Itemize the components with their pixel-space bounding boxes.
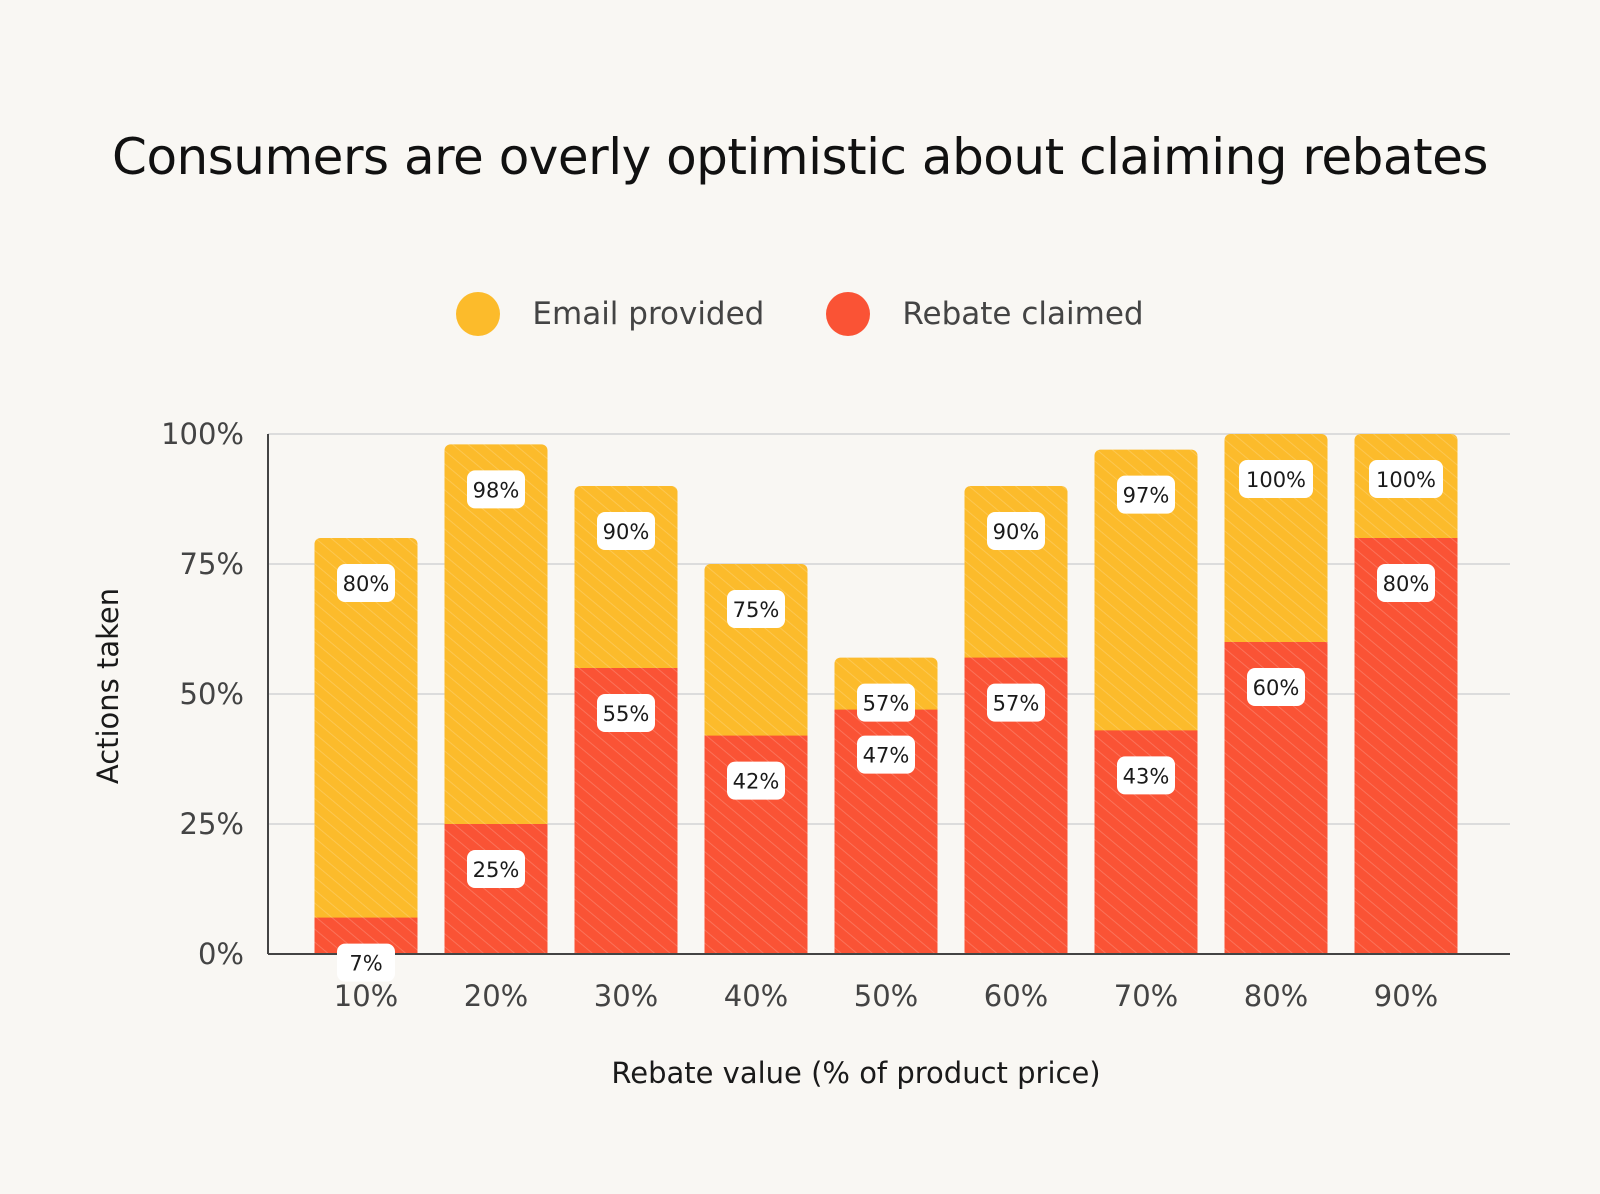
data-label-email-box bbox=[1117, 475, 1175, 514]
data-label-email-group: 57% bbox=[857, 683, 915, 722]
data-label-rebate: 47% bbox=[863, 744, 910, 768]
data-label-rebate-box bbox=[1247, 668, 1305, 706]
data-label-email-box bbox=[467, 470, 525, 509]
data-label-email-group: 80% bbox=[337, 564, 395, 602]
legend-swatch-rebate bbox=[826, 292, 871, 336]
y-tick-label: 100% bbox=[161, 417, 244, 451]
data-label-email: 100% bbox=[1376, 468, 1436, 492]
legend: Email provided Rebate claimed bbox=[0, 292, 1600, 336]
data-label-rebate: 57% bbox=[993, 692, 1040, 716]
data-label-email-group: 100% bbox=[1369, 460, 1443, 498]
data-label-rebate: 43% bbox=[1123, 764, 1170, 788]
bar-email-texture bbox=[314, 538, 418, 954]
data-label-rebate-group: 42% bbox=[727, 761, 785, 800]
y-tick-label: 25% bbox=[180, 807, 244, 841]
data-label-rebate-group: 7% bbox=[337, 943, 395, 982]
data-label-email-group: 90% bbox=[987, 512, 1045, 550]
chart-title: Consumers are overly optimistic about cl… bbox=[112, 128, 1488, 186]
y-axis-title: Actions taken bbox=[91, 588, 125, 784]
legend-swatch-email bbox=[456, 292, 501, 336]
data-label-rebate: 42% bbox=[733, 770, 780, 794]
legend-label-rebate: Rebate claimed bbox=[902, 296, 1144, 332]
data-label-email-group: 98% bbox=[467, 470, 525, 509]
data-label-rebate-box bbox=[727, 761, 785, 800]
data-label-email: 90% bbox=[993, 520, 1040, 544]
data-label-email-box bbox=[597, 512, 655, 550]
data-label-email-group: 97% bbox=[1117, 475, 1175, 514]
x-tick-label: 10% bbox=[334, 979, 398, 1013]
legend-label-email: Email provided bbox=[532, 296, 765, 332]
bar-rebate-texture bbox=[444, 824, 548, 954]
data-label-rebate-box bbox=[337, 943, 395, 982]
x-tick-label: 30% bbox=[594, 979, 658, 1013]
x-axis-title: Rebate value (% of product price) bbox=[611, 1056, 1100, 1090]
data-label-email: 57% bbox=[863, 692, 910, 716]
data-label-rebate-group: 43% bbox=[1117, 756, 1175, 795]
data-label-email: 100% bbox=[1246, 468, 1306, 492]
data-label-email-group: 100% bbox=[1239, 460, 1313, 498]
data-label-rebate-group: 47% bbox=[857, 735, 915, 774]
data-label-email: 80% bbox=[343, 572, 390, 596]
data-label-rebate-box bbox=[857, 735, 915, 774]
data-label-rebate-box bbox=[987, 683, 1045, 722]
x-tick-label: 60% bbox=[984, 979, 1048, 1013]
data-label-email-box bbox=[727, 590, 785, 628]
data-labels: 80% 7% 98% 25% 90% 55% 75% 42% 57% 47% 90% 57% 97% 43… bbox=[337, 460, 1443, 982]
data-label-rebate-group: 57% bbox=[987, 683, 1045, 722]
data-label-email-group: 90% bbox=[597, 512, 655, 550]
data-label-rebate: 25% bbox=[473, 858, 520, 882]
data-label-rebate-box bbox=[1117, 756, 1175, 795]
data-label-rebate-box bbox=[1377, 564, 1435, 602]
x-tick-label: 40% bbox=[724, 979, 788, 1013]
y-tick-label: 75% bbox=[180, 547, 244, 581]
data-label-email: 90% bbox=[603, 520, 650, 544]
x-tick-label: 70% bbox=[1114, 979, 1178, 1013]
bar-rebate-texture bbox=[1354, 538, 1458, 954]
axes: 0% 25% 50% 75% 100% 10% 20% 30% 40% 50% 60% 70% 80% 9… bbox=[161, 417, 1510, 1013]
data-label-rebate: 80% bbox=[1383, 572, 1430, 596]
data-label-rebate: 60% bbox=[1253, 676, 1300, 700]
data-label-rebate-group: 60% bbox=[1247, 668, 1305, 706]
x-tick-label: 90% bbox=[1374, 979, 1438, 1013]
data-label-rebate: 7% bbox=[349, 952, 382, 976]
data-label-email-box bbox=[1369, 460, 1443, 498]
data-label-email-group: 75% bbox=[727, 590, 785, 628]
x-tick-label: 50% bbox=[854, 979, 918, 1013]
legend-item-email: Email provided bbox=[456, 292, 764, 336]
y-tick-label: 0% bbox=[198, 937, 244, 971]
x-tick-label: 80% bbox=[1244, 979, 1308, 1013]
data-label-email: 97% bbox=[1123, 484, 1170, 508]
data-label-email: 75% bbox=[733, 598, 780, 622]
data-label-email: 98% bbox=[473, 478, 520, 502]
y-tick-label: 50% bbox=[180, 677, 244, 711]
legend-item-rebate: Rebate claimed bbox=[826, 292, 1144, 336]
data-label-rebate-group: 80% bbox=[1377, 564, 1435, 602]
x-tick-label: 20% bbox=[464, 979, 528, 1013]
data-label-email-box bbox=[987, 512, 1045, 550]
data-label-email-box bbox=[1239, 460, 1313, 498]
data-label-rebate-box bbox=[467, 850, 525, 888]
data-label-rebate-group: 25% bbox=[467, 850, 525, 888]
data-label-rebate-box bbox=[597, 694, 655, 732]
data-label-rebate-group: 55% bbox=[597, 694, 655, 732]
data-label-email-box bbox=[857, 683, 915, 722]
data-label-email-box bbox=[337, 564, 395, 602]
data-label-rebate: 55% bbox=[603, 702, 650, 726]
